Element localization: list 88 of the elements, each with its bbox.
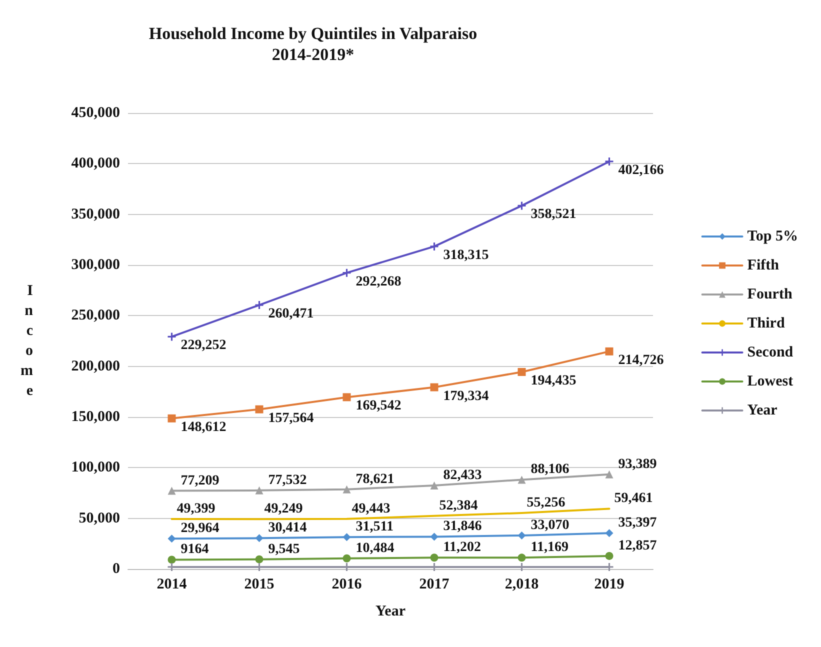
point (605, 347, 614, 356)
y-tick-label: 100,000 (71, 460, 120, 476)
point (168, 486, 176, 495)
point (255, 405, 264, 414)
data-label: 157,564 (268, 410, 314, 426)
data-label: 260,471 (268, 306, 314, 322)
legend-label: Fifth (747, 258, 780, 274)
point (518, 476, 526, 484)
data-label: 49,249 (264, 502, 303, 517)
data-label: 82,433 (443, 468, 482, 483)
data-label: 11,169 (530, 540, 568, 556)
point (255, 534, 264, 542)
legend-label: Year (747, 402, 778, 418)
data-label: 55,256 (526, 496, 566, 511)
data-label: 11,202 (443, 540, 481, 556)
point (168, 414, 176, 422)
data-label: 229,252 (180, 338, 226, 354)
data-label: 59,461 (614, 491, 653, 506)
legend-label: Top 5% (747, 228, 798, 244)
data-label: 30,414 (268, 520, 307, 536)
point (342, 485, 351, 494)
data-label: 29,964 (180, 521, 220, 536)
y-axis-title: Income (20, 283, 34, 399)
chart-subtitle: 2014-2019* (272, 45, 354, 64)
data-label: 31,511 (356, 520, 394, 535)
point (255, 555, 264, 564)
data-label: 35,397 (618, 516, 657, 531)
data-label: 9,545 (268, 542, 300, 557)
y-tick-label: 250,000 (71, 308, 120, 324)
data-label: 77,209 (180, 473, 220, 488)
y-tick-label: 300,000 (71, 257, 120, 273)
point (342, 393, 351, 402)
point (342, 554, 351, 562)
y-tick-label: 50,000 (78, 510, 120, 526)
point (168, 534, 176, 543)
y-tick-label: 400,000 (71, 156, 120, 172)
y-tick-label: 450,000 (71, 105, 120, 121)
data-label: 49,399 (176, 501, 216, 516)
point (605, 470, 614, 478)
data-label: 31,846 (443, 519, 482, 534)
legend-label: Lowest (747, 374, 794, 390)
x-tick-label: 2,018 (504, 576, 539, 592)
point (430, 532, 438, 541)
data-label: 179,334 (443, 388, 489, 404)
legend-label: Third (747, 316, 786, 332)
point (430, 554, 438, 562)
data-label: 93,389 (618, 456, 657, 472)
data-label: 52,384 (439, 498, 478, 514)
x-axis-title: Year (376, 604, 406, 620)
data-label: 402,166 (618, 162, 664, 178)
x-tick-label: 2017 (419, 576, 450, 592)
data-label: 214,726 (618, 352, 664, 368)
data-label: 318,315 (443, 248, 489, 263)
data-label: 9164 (180, 542, 209, 558)
x-tick-label: 2016 (332, 576, 362, 592)
point (518, 554, 526, 562)
point (430, 383, 438, 392)
legend-label: Second (747, 344, 794, 360)
y-tick-label: 200,000 (71, 358, 120, 374)
data-label: 194,435 (530, 373, 576, 388)
data-label: 10,484 (356, 540, 394, 556)
point (168, 556, 176, 564)
data-label: 88,106 (530, 462, 570, 478)
data-label: 169,542 (356, 398, 402, 414)
data-label: 78,621 (356, 472, 394, 487)
data-label: 292,268 (356, 274, 402, 290)
x-tick-label: 2015 (244, 576, 274, 592)
x-tick-label: 2019 (594, 576, 624, 592)
data-label: 358,521 (530, 207, 576, 222)
y-tick-label: 350,000 (71, 206, 120, 222)
point (605, 157, 614, 166)
data-label: 148,612 (180, 420, 226, 435)
y-tick-label: 0 (112, 561, 120, 577)
data-label: 33,070 (530, 518, 570, 533)
point (518, 368, 526, 376)
y-tick-label: 150,000 (71, 409, 120, 425)
legend-label: Fourth (747, 286, 793, 302)
data-label: 12,857 (618, 538, 657, 554)
point (430, 481, 438, 490)
point (605, 552, 614, 560)
data-label: 49,443 (352, 501, 390, 516)
x-tick-label: 2014 (156, 576, 188, 592)
chart-title: Household Income by Quintiles in Valparaiso (148, 24, 478, 43)
point (605, 529, 614, 538)
data-label: 77,532 (268, 472, 307, 488)
point (255, 486, 264, 494)
point (518, 531, 526, 540)
point (342, 533, 351, 542)
